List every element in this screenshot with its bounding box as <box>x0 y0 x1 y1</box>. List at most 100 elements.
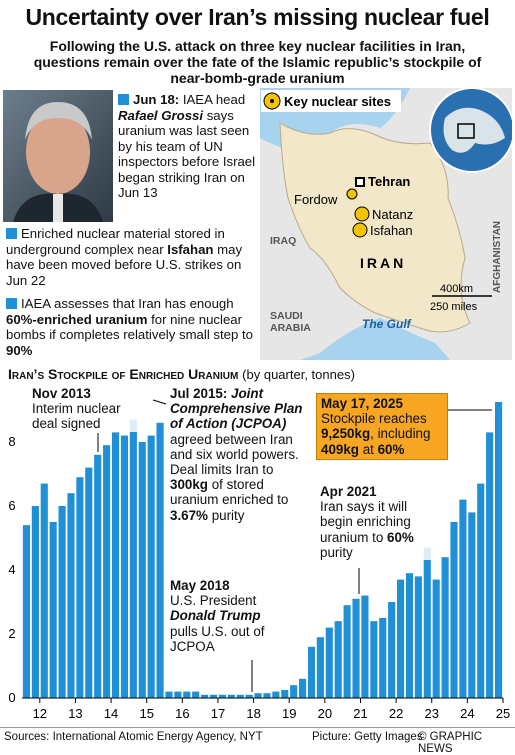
bar <box>361 595 369 698</box>
annotation-text: U.S. President <box>170 593 257 609</box>
site-label: Fordow <box>294 192 338 207</box>
annotation-name: Joint Comprehensive Plan of Action (JCPO… <box>170 386 303 432</box>
bar <box>494 402 503 698</box>
bullet-text: may have been moved before U.S. strikes … <box>6 241 243 288</box>
annotation-text: purity <box>320 544 353 560</box>
annotation: Jul 2015: Joint Comprehensive Plan of Ac… <box>170 386 312 523</box>
annotation: Apr 2021 Iran says it will begin enrichin… <box>320 484 432 561</box>
bar <box>388 602 396 698</box>
bar <box>281 690 289 698</box>
bar <box>209 694 218 698</box>
annotation-text: Iran says it will begin enriching uraniu… <box>320 499 411 545</box>
leader-line <box>152 399 167 405</box>
subtitle: Following the U.S. attack on three key n… <box>33 38 482 86</box>
x-tick-label: 22 <box>389 706 403 721</box>
bar <box>468 512 476 698</box>
annotation-date: May 2018 <box>170 578 230 593</box>
bullet-emph: Isfahan <box>167 241 214 257</box>
bar <box>477 483 485 698</box>
legend-icon-dot <box>270 99 274 103</box>
bar <box>441 557 449 698</box>
bar <box>85 467 93 698</box>
footer: Sources: International Atomic Energy Age… <box>0 727 515 755</box>
bar <box>272 691 280 698</box>
bar <box>76 477 84 698</box>
bullet-emph: 60%-enriched uranium <box>6 311 148 327</box>
bullet: Enriched nuclear material stored in unde… <box>6 226 258 288</box>
neighbor-label: AFGHANISTAN <box>492 221 503 293</box>
bar <box>299 678 307 698</box>
bar <box>290 685 298 698</box>
bar <box>236 694 244 698</box>
iran-land <box>279 122 471 333</box>
y-tick-label: 8 <box>8 434 15 449</box>
capital-label: Tehran <box>368 174 410 189</box>
bar <box>245 694 253 698</box>
bar <box>174 691 182 698</box>
sources: Sources: International Atomic Energy Age… <box>4 731 263 743</box>
site-icon <box>352 222 368 238</box>
x-tick-label: 12 <box>33 706 47 721</box>
bar <box>40 483 48 698</box>
bullet-text: for nine nuclear bombs if completes rela… <box>6 311 253 343</box>
legend-label: Key nuclear sites <box>284 94 391 109</box>
bullet-name: Rafael Grossi <box>118 107 204 123</box>
x-tick-label: 16 <box>175 706 189 721</box>
bar <box>192 691 200 698</box>
site-icon <box>346 188 358 200</box>
annotation-emph: 60% <box>387 529 414 545</box>
annotation-emph: 409kg <box>321 441 359 457</box>
legend-bg <box>261 90 401 112</box>
picture-credit: Picture: Getty Images <box>312 731 423 743</box>
annotation-text: of stored uranium enriched to <box>170 477 289 508</box>
neighbor-label: SAUDI ARABIA <box>270 310 311 334</box>
bar <box>147 435 155 698</box>
bar <box>49 522 57 698</box>
x-tick-label: 25 <box>496 706 510 721</box>
bullet: Jun 18: IAEA head Rafael Grossi says ura… <box>118 92 258 201</box>
annotation-date: May 17, 2025 <box>321 396 403 411</box>
bar <box>459 499 467 698</box>
annotation-name: Donald Trump <box>170 608 261 624</box>
y-tick-label: 4 <box>8 562 15 577</box>
bar <box>111 432 120 698</box>
bullet-text: IAEA assesses that Iran has enough <box>21 296 234 311</box>
annotation-text: Interim nuclear deal signed <box>32 401 121 432</box>
annotation: May 2018 U.S. President Donald Trump pull… <box>170 578 280 655</box>
chart-subtitle: (by quarter, tonnes) <box>242 367 355 382</box>
bar <box>414 576 422 698</box>
neighbor-label: IRAQ <box>270 235 296 247</box>
map: Key nuclear sites Tehran Fordow Natanz I… <box>260 88 512 360</box>
y-tick-label: 0 <box>8 690 15 705</box>
bar <box>263 693 271 698</box>
x-tick-label: 20 <box>318 706 332 721</box>
site-label: Isfahan <box>370 223 413 238</box>
x-tick-label: 23 <box>425 706 439 721</box>
annotation-text: Stockpile reaches <box>321 411 427 427</box>
annotation-text: agreed between Iran and six world powers… <box>170 431 299 478</box>
annotation-text: at <box>358 441 378 457</box>
annotation-emph: 9,250kg <box>321 426 371 442</box>
bar <box>103 445 111 698</box>
annotation-emph: 3.67% <box>170 507 208 523</box>
country-label: IRAN <box>360 255 406 271</box>
bar <box>316 637 324 698</box>
annotation-text: pulls U.S. out of JCPOA <box>170 623 265 654</box>
bar <box>254 693 262 698</box>
bar <box>432 579 440 698</box>
bar <box>218 694 226 698</box>
bar <box>486 432 494 698</box>
chart-title-text: Iran’s Stockpile of Enriched Uranium <box>8 366 239 382</box>
x-tick-label: 14 <box>104 706 118 721</box>
bar <box>165 691 173 698</box>
bar <box>183 691 191 698</box>
annotation-date: Apr 2021 <box>320 484 377 499</box>
bar <box>352 598 360 698</box>
bar <box>397 579 405 698</box>
bar <box>334 621 342 698</box>
capital-marker <box>355 177 365 187</box>
bar <box>423 547 431 698</box>
site-label: Natanz <box>372 207 413 222</box>
